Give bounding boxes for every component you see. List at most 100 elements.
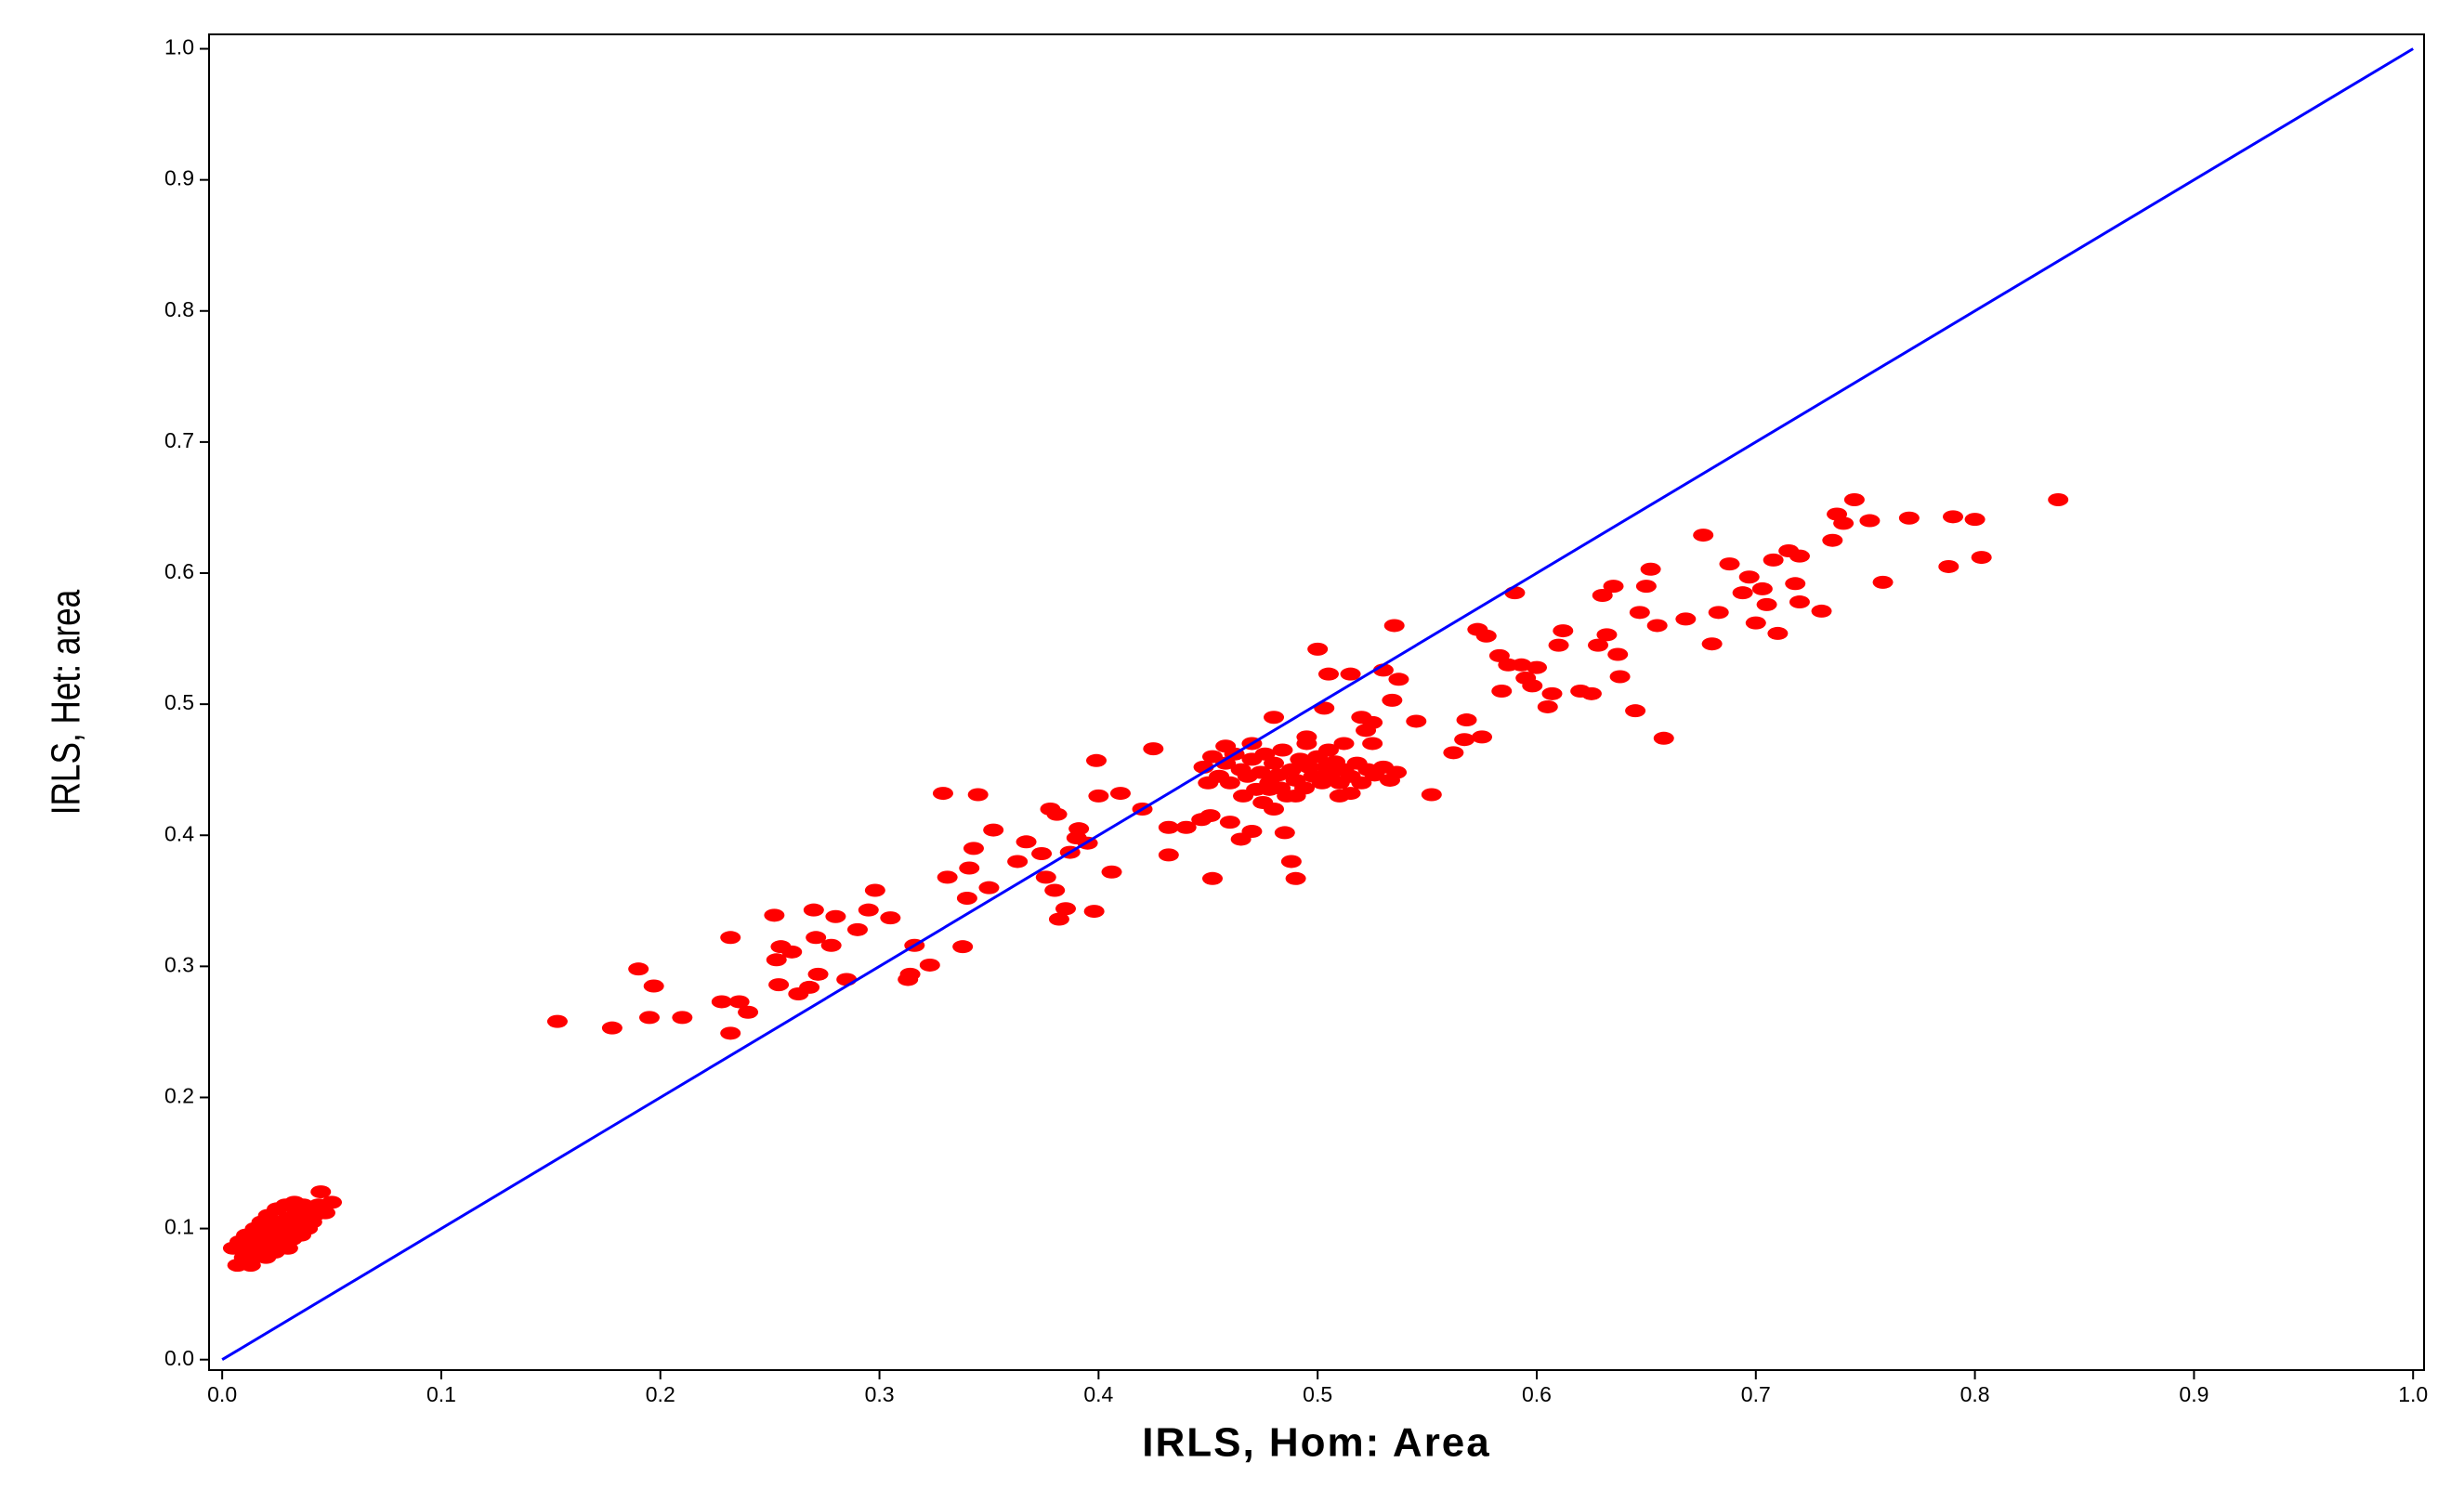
y-tick-label: 0.3 [164,952,194,976]
point [601,1021,623,1035]
point [1016,835,1037,849]
point [1285,789,1306,803]
point [1333,737,1355,751]
point [1708,606,1729,620]
point [1789,595,1810,609]
point [1592,588,1613,602]
point [546,1014,568,1028]
point [1317,743,1339,757]
point [1241,825,1263,839]
x-tick-label: 0.7 [1741,1382,1771,1406]
point [1264,711,1285,725]
x-tick-label: 0.2 [646,1382,675,1406]
point [1406,714,1427,728]
point [1541,686,1563,700]
point [1264,756,1285,770]
point [1526,660,1547,674]
point [672,1011,693,1025]
point [1274,826,1295,840]
point [1943,510,1964,524]
x-tick-label: 0.5 [1303,1382,1332,1406]
point [1603,580,1624,594]
point [978,881,1000,895]
point [2048,492,2069,506]
point [1588,638,1609,652]
point [1738,570,1760,584]
point [1443,746,1464,760]
point [1280,763,1302,777]
point [1833,516,1855,530]
point [1646,619,1668,633]
point [932,787,953,801]
point [1317,667,1339,681]
point [1340,787,1361,801]
point [1199,809,1221,823]
point [781,945,803,959]
point [1175,820,1197,834]
point [1143,742,1164,756]
point [1158,820,1179,834]
point [1201,871,1223,885]
point [836,973,858,986]
y-tick-label: 0.8 [164,297,194,321]
point [806,931,827,945]
point [1635,580,1657,594]
point [1745,616,1766,630]
point [1035,870,1056,884]
point [820,938,842,952]
point [1083,905,1105,919]
point [1198,776,1219,790]
y-tick-label: 1.0 [164,35,194,59]
point [1055,902,1077,916]
point [1088,789,1109,803]
point [1233,789,1254,803]
point [803,903,824,917]
point [1629,606,1650,620]
point [1504,586,1526,600]
point [1215,739,1237,753]
point [1756,597,1777,611]
point [1456,713,1477,727]
point [1625,704,1646,718]
point [1272,743,1293,757]
y-tick-label: 0.0 [164,1346,194,1370]
x-tick-label: 0.8 [1960,1382,1990,1406]
point [1732,586,1753,600]
point [314,1206,335,1220]
point [1454,733,1475,747]
point [967,788,989,802]
point [1675,612,1697,626]
point [799,980,820,994]
point [1280,855,1302,869]
point [1898,511,1920,525]
point [1522,679,1543,693]
point [1491,685,1513,699]
point [956,891,977,905]
point [1296,737,1317,751]
point [1472,730,1493,744]
x-tick-label: 0.0 [207,1382,237,1406]
point [1693,529,1714,542]
plot-frame [208,33,2425,1371]
point [1763,553,1784,567]
y-tick-label: 0.4 [164,821,194,845]
point [766,953,787,967]
point [1475,629,1497,643]
point [1386,765,1408,779]
point [628,962,649,976]
y-tick-label: 0.7 [164,428,194,452]
point [1101,865,1122,879]
x-tick-label: 0.6 [1522,1382,1552,1406]
point [807,967,829,981]
point [1421,788,1442,802]
point [1068,822,1090,836]
x-axis-title: IRLS, Hom: Area [1142,1420,1491,1466]
x-tick-label: 0.3 [865,1382,895,1406]
point [277,1241,298,1255]
point [1158,848,1179,862]
point [1383,619,1405,633]
point [720,1026,741,1040]
point [1250,765,1271,779]
point [899,967,921,981]
